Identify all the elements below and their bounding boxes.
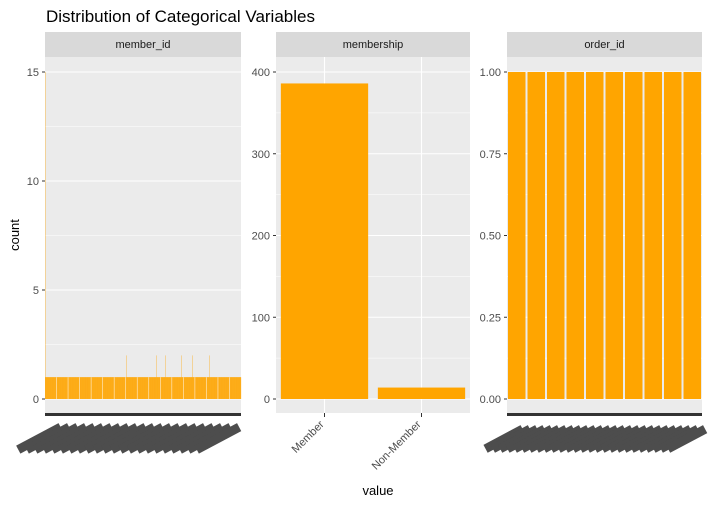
x-tick-label-glyph — [665, 425, 708, 453]
y-tick-label: 400 — [252, 67, 270, 79]
bar-member — [280, 83, 369, 399]
bar — [566, 72, 584, 399]
x-tick-band — [507, 413, 702, 416]
y-axis-title: count — [7, 219, 22, 251]
y-tick-label: 0.25 — [480, 312, 501, 324]
y-tick-label: 300 — [252, 149, 270, 161]
y-tick-label: 0.75 — [480, 149, 501, 161]
y-tick-label: 0.00 — [480, 394, 501, 406]
x-tick-label: Non-Member — [370, 418, 424, 472]
facet-strip-label: order_id — [584, 39, 624, 51]
y-tick-label: 100 — [252, 312, 270, 324]
bar — [625, 72, 643, 399]
bar — [644, 72, 662, 399]
x-tick-labels-overplotted — [16, 423, 242, 454]
facet-strip — [507, 32, 702, 57]
facet-member_id: member_id 0 5 10 15 — [16, 32, 242, 454]
facet-panels: member_id 0 5 10 15 membership 0 100 200 300 400 Me… — [16, 32, 708, 473]
y-tick-label: 200 — [252, 231, 270, 243]
facet-strip — [45, 32, 241, 57]
facet-strip-label: membership — [343, 39, 404, 51]
chart-title: Distribution of Categorical Variables — [46, 7, 315, 26]
bar — [547, 72, 565, 399]
x-axis-title: value — [362, 483, 393, 498]
y-tick-label: 5 — [33, 285, 39, 297]
x-tick-band — [45, 413, 241, 416]
facet-order_id: order_id 0.00 0.25 0.50 0.75 1.00 — [480, 32, 708, 453]
facet-strip-label: member_id — [115, 39, 170, 51]
bar — [586, 72, 604, 399]
facet-strip — [276, 32, 470, 57]
y-tick-label: 15 — [27, 67, 39, 79]
x-tick-label: Member — [290, 418, 327, 455]
member-id-bars — [45, 72, 242, 399]
x-tick-label-glyph — [194, 423, 242, 454]
y-tick-label: 1.00 — [480, 67, 501, 79]
y-tick-label: 0 — [264, 394, 270, 406]
bar-non-member — [377, 387, 466, 399]
y-tick-label: 10 — [27, 176, 39, 188]
bar — [605, 72, 623, 399]
panel-background — [45, 57, 241, 413]
bar — [664, 72, 682, 399]
y-tick-label: 0 — [33, 394, 39, 406]
bar — [527, 72, 545, 399]
facet-membership: membership 0 100 200 300 400 Member Non-Member — [252, 32, 470, 473]
x-tick-labels-overplotted — [483, 425, 708, 453]
order-id-bars — [508, 72, 701, 399]
y-tick-label: 0.50 — [480, 231, 501, 243]
bar — [683, 72, 701, 399]
bar — [508, 72, 526, 399]
